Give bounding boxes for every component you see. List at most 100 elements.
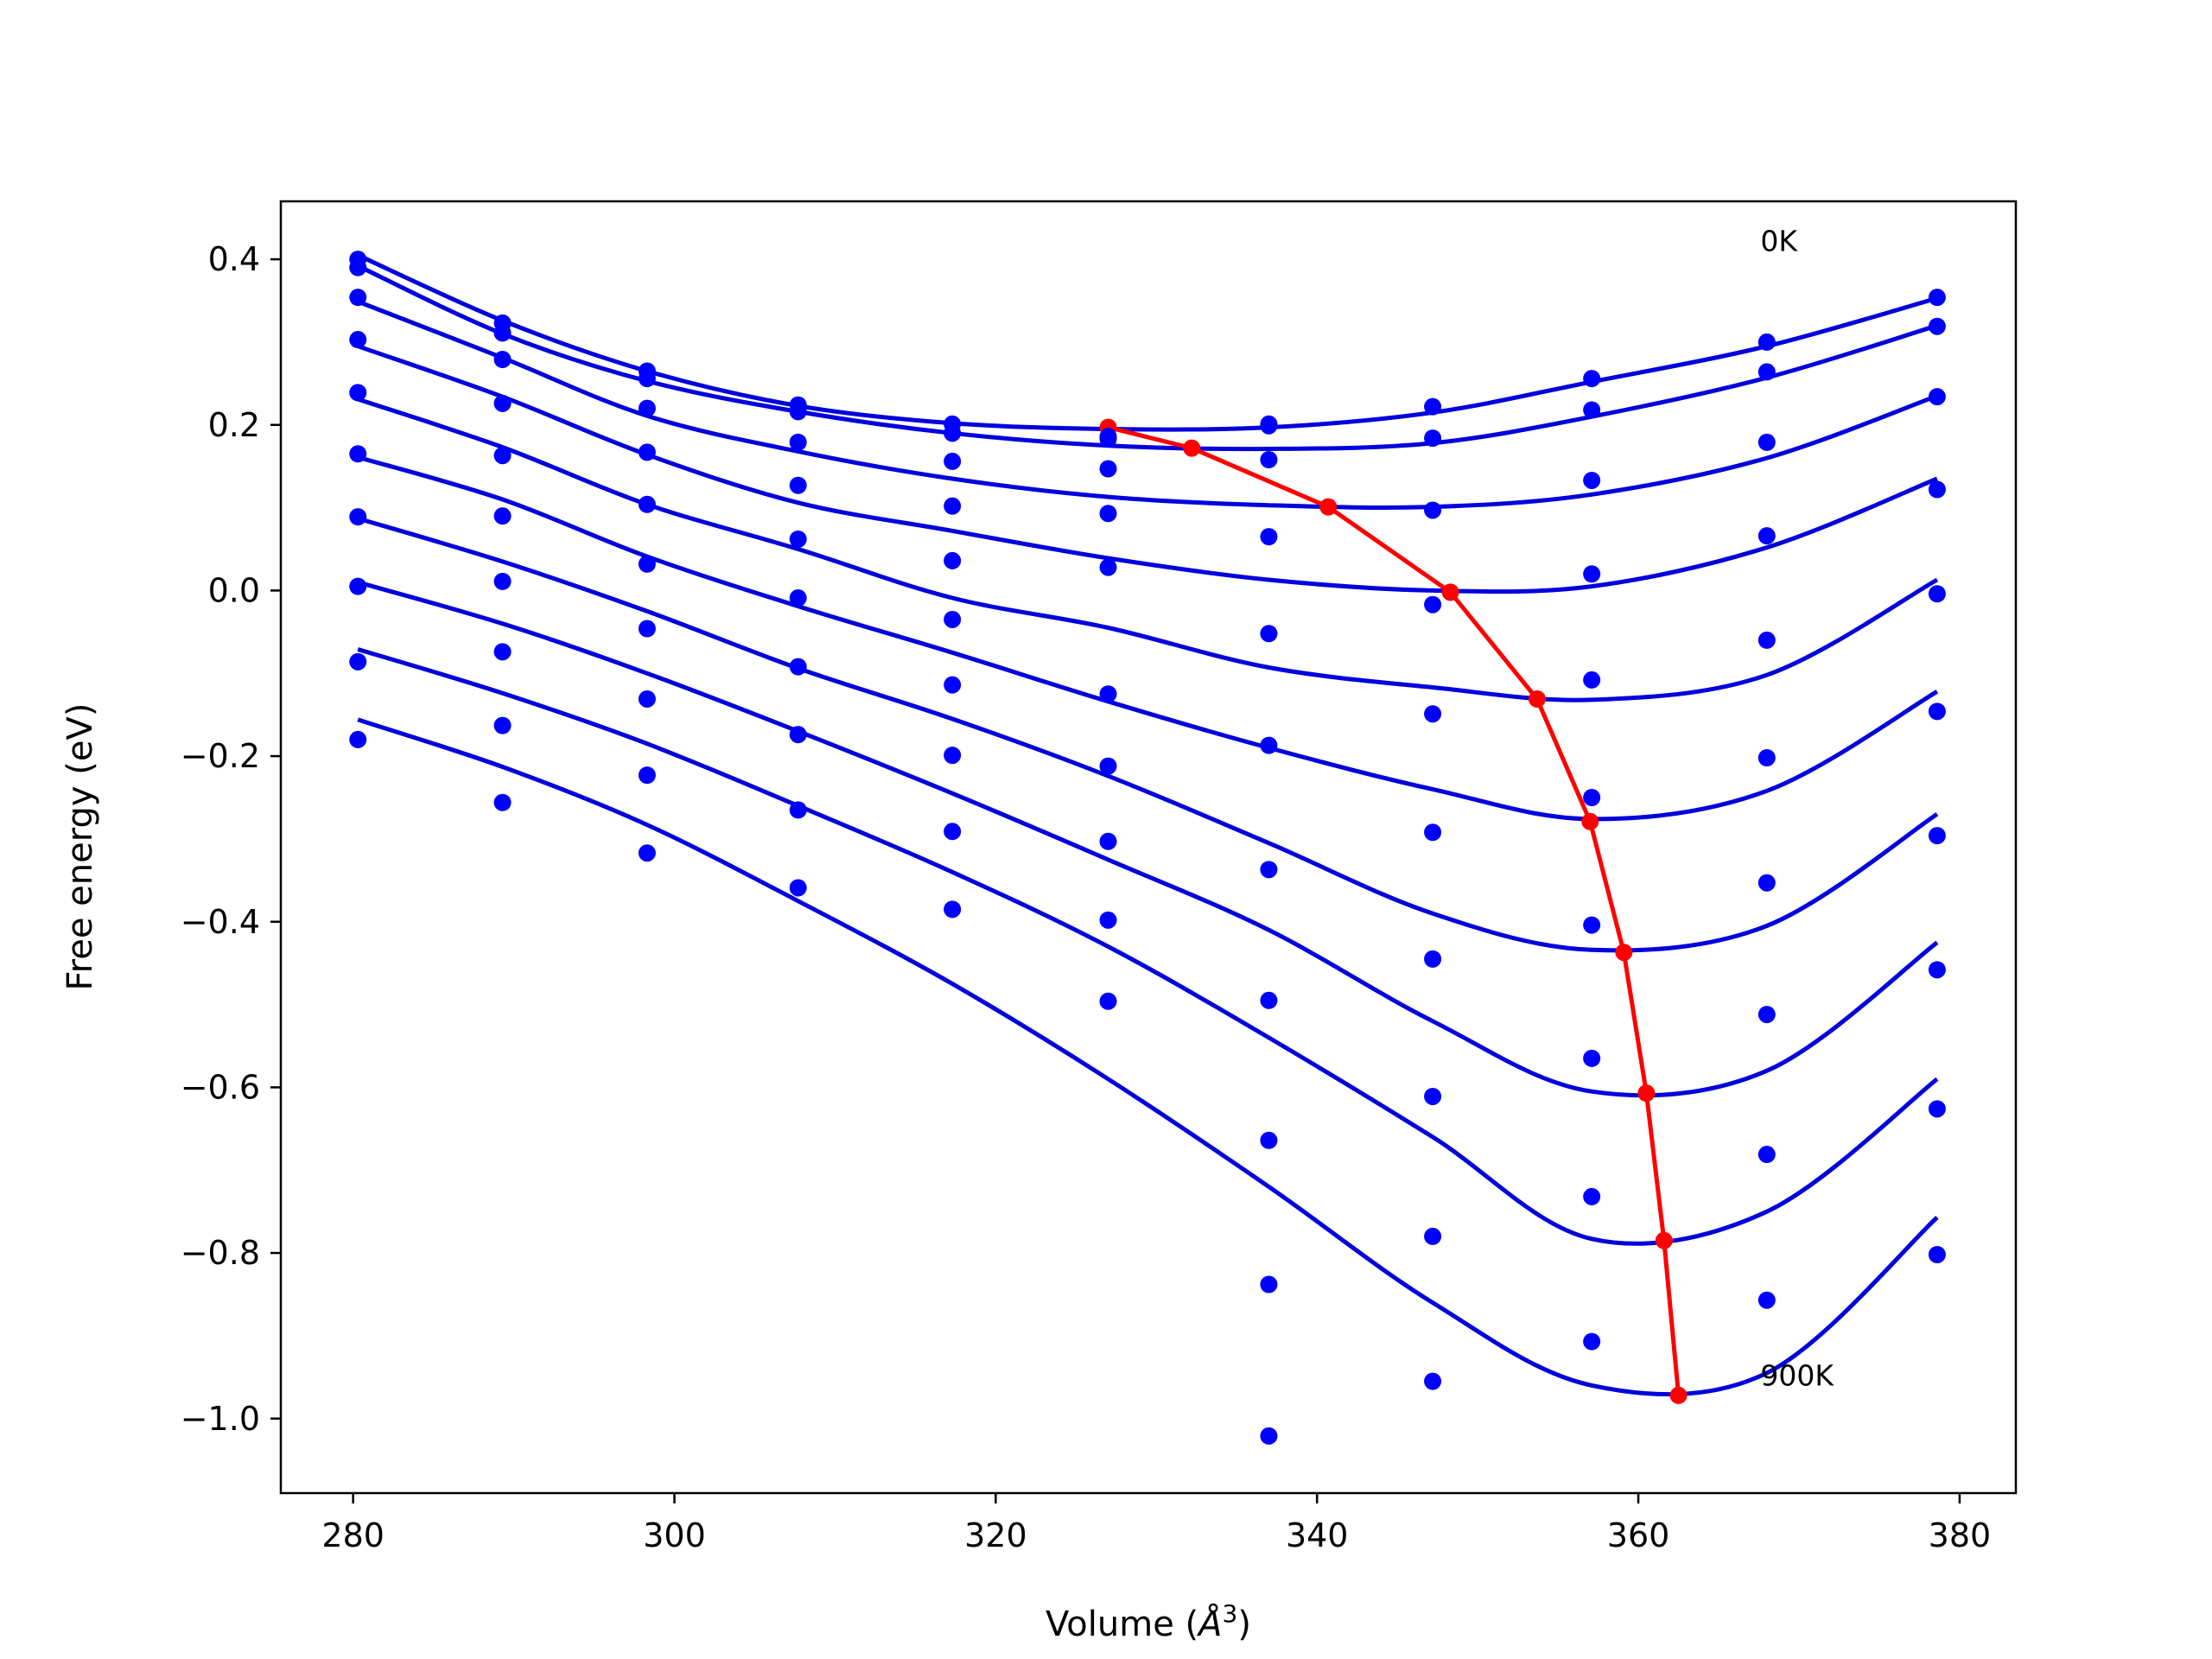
data-point — [1583, 1332, 1601, 1351]
data-points — [349, 251, 1946, 1445]
data-point — [493, 643, 512, 661]
data-point — [1424, 1372, 1442, 1390]
data-point — [944, 424, 962, 442]
fit-curve-8 — [357, 647, 1939, 1246]
data-point — [493, 716, 512, 734]
data-point — [1099, 685, 1117, 703]
fit-curve-9 — [357, 717, 1939, 1397]
data-point — [1260, 991, 1278, 1009]
data-point — [1928, 388, 1946, 406]
data-point — [1758, 631, 1776, 649]
data-point — [789, 403, 807, 421]
data-point — [493, 447, 512, 465]
y-tick-label: −0.4 — [181, 903, 260, 941]
data-point — [1260, 625, 1278, 643]
minimum-point — [1528, 690, 1546, 708]
minimum-point — [1615, 944, 1633, 962]
data-point — [1758, 1146, 1776, 1164]
data-point — [1928, 317, 1946, 335]
data-point — [789, 589, 807, 607]
data-point — [493, 793, 512, 811]
data-point — [789, 726, 807, 744]
data-point — [349, 258, 367, 276]
data-point — [1260, 1275, 1278, 1294]
data-point — [1099, 430, 1117, 448]
x-axis-label: Volume (Å3) — [1046, 1599, 1251, 1644]
data-point — [1424, 397, 1442, 416]
data-point — [1583, 1187, 1601, 1205]
data-point — [1583, 401, 1601, 419]
data-point — [1099, 992, 1117, 1010]
data-point — [638, 844, 656, 862]
data-point — [638, 690, 656, 708]
data-point — [1928, 480, 1946, 499]
data-point — [1928, 961, 1946, 979]
data-point — [1424, 823, 1442, 842]
data-point — [1928, 289, 1946, 307]
data-point — [349, 289, 367, 307]
plot-frame — [279, 200, 2018, 1495]
data-point — [1758, 1006, 1776, 1024]
data-point — [1260, 1131, 1278, 1149]
x-axis-label-close: ) — [1237, 1605, 1251, 1644]
data-point — [1099, 911, 1117, 929]
y-tick-label: −1.0 — [181, 1400, 260, 1438]
data-point — [1758, 433, 1776, 451]
data-point — [1583, 370, 1601, 388]
data-point — [1260, 861, 1278, 879]
data-point — [1424, 950, 1442, 968]
data-point — [1424, 595, 1442, 613]
data-point — [1758, 333, 1776, 351]
data-point — [349, 577, 367, 595]
x-tick-label: 340 — [1286, 1516, 1349, 1554]
minimum-point — [1655, 1231, 1673, 1249]
data-point — [944, 676, 962, 694]
data-point — [1928, 585, 1946, 603]
data-point — [1758, 749, 1776, 766]
minimum-energy-path — [1099, 418, 1688, 1404]
data-point — [789, 801, 807, 819]
data-point — [638, 370, 656, 388]
data-point — [493, 572, 512, 590]
data-point — [1928, 702, 1946, 721]
minimum-point — [1637, 1084, 1656, 1103]
annotation-label: 900K — [1760, 1358, 1834, 1392]
fit-curve-0 — [357, 253, 1938, 432]
data-point — [789, 433, 807, 451]
y-tick-label: 0.2 — [208, 406, 260, 444]
data-point — [1260, 1427, 1278, 1445]
fit-curve-3 — [357, 344, 1938, 594]
data-point — [1260, 416, 1278, 435]
annotation-label: 0K — [1760, 225, 1798, 258]
data-point — [493, 324, 512, 342]
data-point — [1260, 528, 1278, 546]
data-point — [944, 823, 962, 841]
x-tick-label: 360 — [1607, 1516, 1670, 1554]
data-point — [1758, 527, 1776, 545]
minimum-path-line — [1107, 425, 1681, 1396]
x-tick-label: 320 — [964, 1516, 1027, 1554]
minimum-point — [1441, 583, 1459, 601]
y-tick-label: −0.6 — [181, 1068, 260, 1106]
minimum-point — [1183, 439, 1201, 457]
y-axis-label: Free energy (eV) — [60, 703, 100, 991]
fit-curve-7 — [357, 580, 1939, 1098]
data-point — [1758, 1291, 1776, 1309]
data-point — [789, 879, 807, 897]
x-axis-label-exponent: 3 — [1223, 1599, 1238, 1628]
data-point — [493, 507, 512, 525]
data-point — [1099, 558, 1117, 576]
data-point — [1099, 505, 1117, 523]
data-point — [349, 508, 367, 526]
data-point — [349, 730, 367, 748]
data-point — [1758, 874, 1776, 892]
data-point — [1583, 916, 1601, 934]
x-tick-label: 380 — [1929, 1516, 1992, 1554]
y-tick-label: 0.4 — [208, 240, 260, 278]
data-point — [1424, 429, 1442, 448]
y-tick-label: 0.0 — [208, 571, 260, 609]
fit-curve-2 — [357, 299, 1938, 510]
minimum-point — [1669, 1386, 1688, 1404]
y-tick-label: −0.8 — [181, 1234, 260, 1272]
data-point — [1583, 565, 1601, 583]
